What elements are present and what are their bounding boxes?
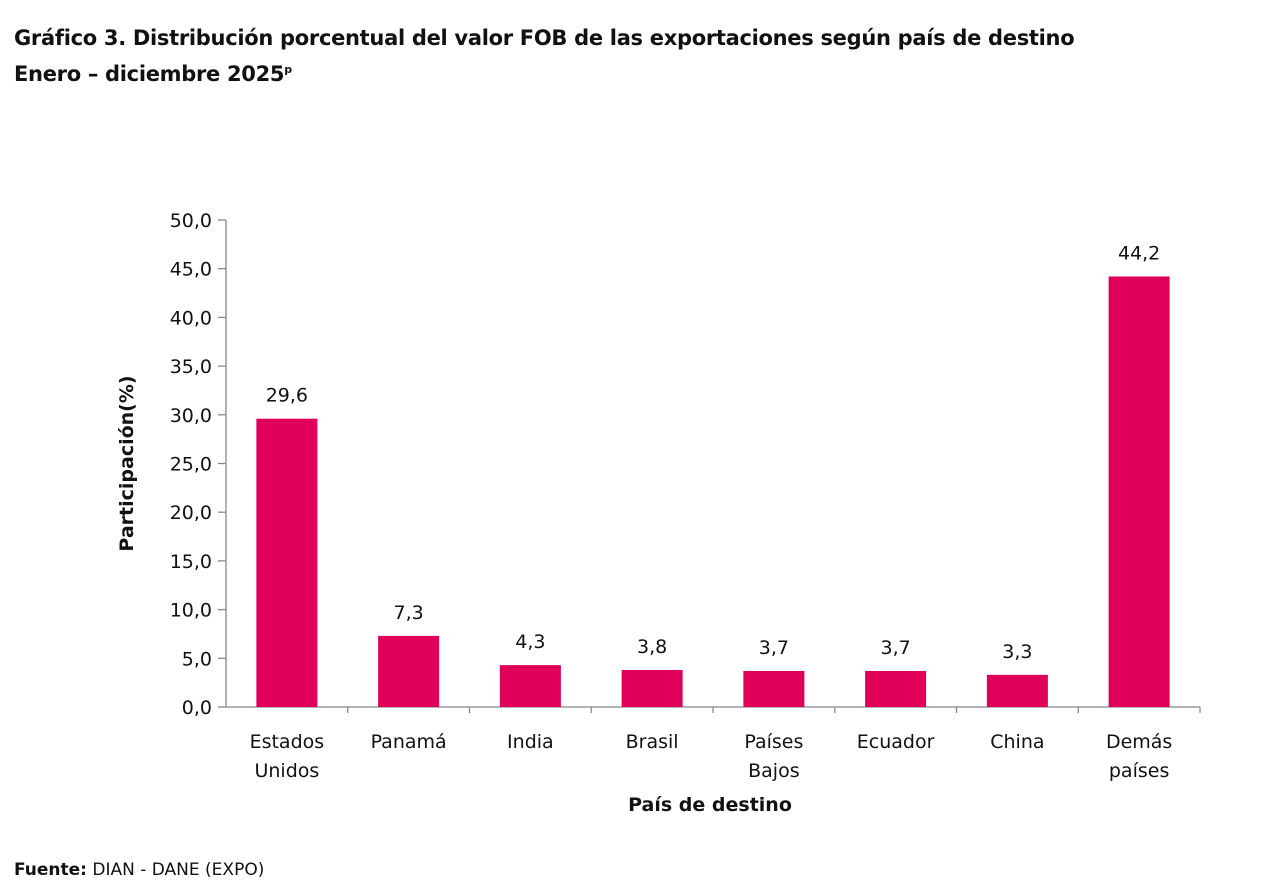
x-tick-label: Brasil: [626, 731, 679, 753]
source-label: Fuente:: [14, 860, 87, 880]
y-tick-label: 0,0: [182, 697, 212, 719]
bar-5: [865, 670, 927, 707]
bar-7: [1108, 276, 1170, 707]
data-label: 7,3: [394, 602, 424, 624]
source-note: Fuente: DIAN - DANE (EXPO): [14, 860, 264, 880]
data-label: 3,7: [759, 637, 789, 659]
title-period: Enero – diciembre 2025: [14, 62, 285, 86]
y-tick-label: 40,0: [170, 307, 212, 329]
data-label: 3,7: [881, 637, 911, 659]
bar-4: [743, 670, 805, 707]
bar-3: [621, 669, 683, 707]
bar-0: [256, 418, 318, 707]
bar-6: [986, 674, 1048, 707]
x-tick-label: India: [507, 731, 554, 753]
title-line-2: Enero – diciembre 2025p: [14, 54, 1074, 90]
y-tick-label: 20,0: [170, 502, 212, 524]
x-tick-label: Países Bajos: [744, 731, 803, 782]
data-label: 29,6: [266, 385, 308, 407]
bar-2: [499, 665, 561, 707]
x-tick-label: China: [990, 731, 1044, 753]
data-label: 3,3: [1002, 641, 1032, 663]
data-label: 3,8: [637, 636, 667, 658]
y-tick-label: 15,0: [170, 551, 212, 573]
x-axis-title: País de destino: [628, 794, 792, 816]
preliminary-mark: p: [284, 63, 292, 76]
y-tick-label: 25,0: [170, 454, 212, 476]
y-tick-label: 5,0: [182, 648, 212, 670]
x-tick-label: Panamá: [371, 731, 447, 753]
y-tick-label: 10,0: [170, 600, 212, 622]
y-tick-label: 35,0: [170, 356, 212, 378]
y-axis-title: Participación(%): [116, 375, 138, 551]
bar-1: [378, 635, 440, 707]
data-label: 4,3: [515, 631, 545, 653]
y-tick-label: 50,0: [170, 210, 212, 232]
data-label: 44,2: [1118, 242, 1160, 264]
x-tick-label: Estados Unidos: [250, 731, 325, 782]
source-text: DIAN - DANE (EXPO): [86, 860, 265, 880]
x-tick-label: Demás países: [1106, 731, 1172, 782]
chart-title: Gráfico 3. Distribución porcentual del v…: [14, 22, 1075, 90]
y-tick-label: 30,0: [170, 405, 212, 427]
x-tick-label: Ecuador: [857, 731, 935, 753]
y-tick-label: 45,0: [170, 259, 212, 281]
title-line-1: Gráfico 3. Distribución porcentual del v…: [14, 26, 1075, 50]
